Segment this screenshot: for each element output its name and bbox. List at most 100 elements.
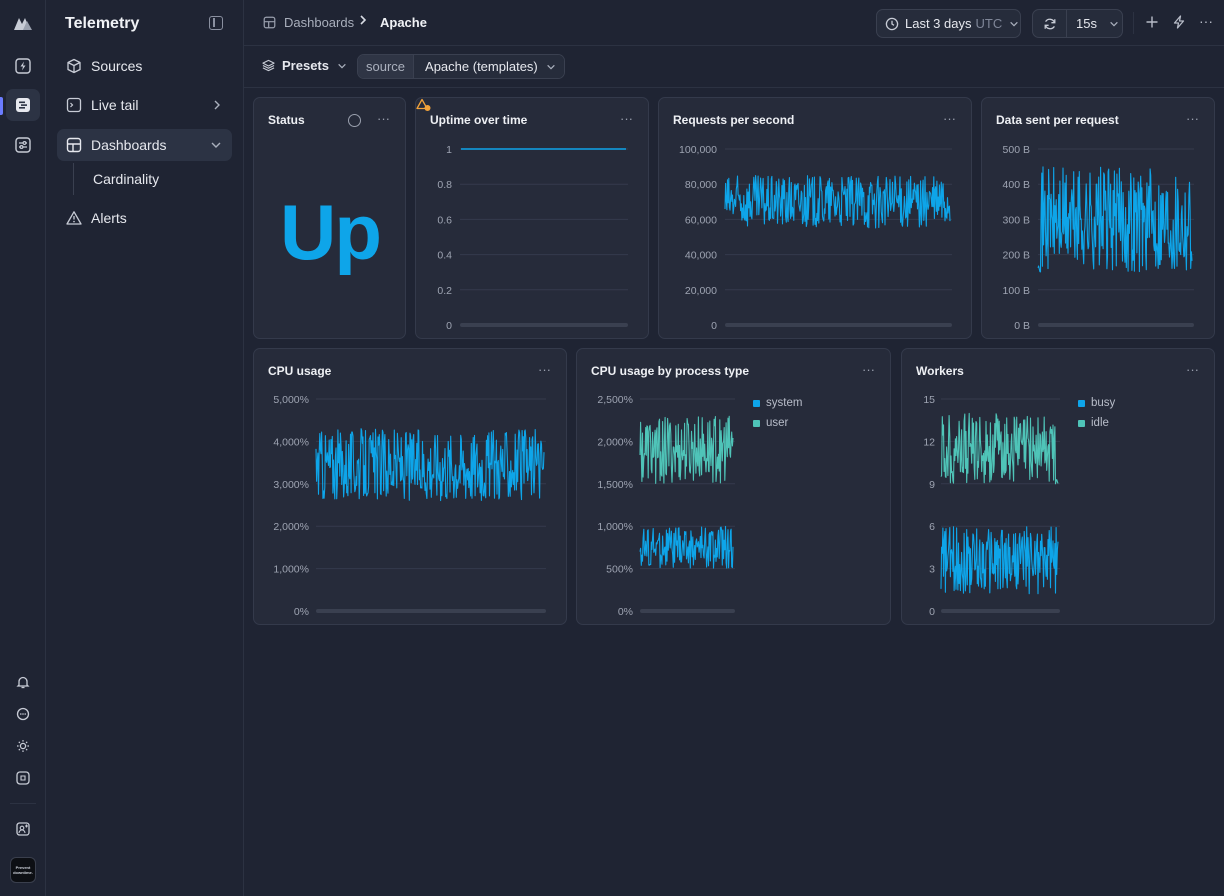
logo-icon[interactable]	[6, 7, 40, 39]
y-tick-label: 6	[929, 521, 935, 533]
y-tick-label: 4,000%	[273, 436, 309, 448]
y-tick-label: 0	[446, 320, 452, 332]
legend-label: user	[766, 417, 789, 429]
y-tick-label: 0.4	[437, 250, 452, 262]
chat-icon[interactable]	[6, 698, 40, 730]
time-range-button[interactable]: Last 3 days UTC	[876, 9, 1021, 38]
warning-icon[interactable]	[416, 98, 432, 112]
cpu-by-type-chart: 2,500% 2,000% 1,500% 1,000% 500% 0%	[597, 394, 735, 618]
terminal-icon	[66, 97, 82, 113]
card-title: Data sent per request	[996, 113, 1119, 127]
add-user-icon[interactable]	[6, 813, 40, 845]
sidebar-item-label: Live tail	[91, 97, 139, 113]
y-tick-label: 3	[929, 564, 935, 576]
plus-icon[interactable]	[1145, 15, 1159, 32]
layers-icon	[262, 59, 275, 72]
y-tick-label: 100 B	[1003, 285, 1030, 297]
source-value-text: Apache (templates)	[425, 59, 538, 74]
dashboard-icon	[263, 16, 276, 32]
y-tick-label: 2,500%	[597, 394, 633, 406]
command-icon[interactable]	[6, 762, 40, 794]
more-icon[interactable]: ···	[1199, 13, 1213, 29]
chevron-down-icon	[210, 138, 222, 154]
sidebar-item-dashboards[interactable]: Dashboards	[57, 129, 232, 161]
legend-item[interactable]: idle	[1078, 413, 1115, 433]
x-axis-track	[460, 323, 628, 327]
avatar[interactable]: Prevent downtime.	[10, 857, 36, 883]
y-tick-label: 500 B	[1003, 144, 1030, 156]
chevron-down-icon	[546, 62, 556, 72]
telemetry-icon[interactable]	[6, 89, 40, 121]
sliders-icon[interactable]	[6, 129, 40, 161]
y-tick-label: 9	[929, 479, 935, 491]
x-axis-track	[640, 609, 735, 613]
source-select[interactable]: source Apache (templates)	[357, 54, 565, 79]
y-tick-label: 300 B	[1003, 214, 1030, 226]
y-tick-label: 15	[923, 394, 935, 406]
y-tick-label: 60,000	[685, 214, 717, 226]
more-icon[interactable]: ···	[377, 111, 390, 126]
breadcrumb-current: Apache	[380, 15, 427, 30]
legend-swatch	[1078, 419, 1085, 427]
icon-rail: Prevent downtime.	[0, 0, 46, 896]
avatar-text: Prevent downtime.	[13, 865, 33, 875]
legend-swatch	[753, 399, 760, 407]
x-axis-track	[941, 609, 1060, 613]
y-tick-label: 200 B	[1003, 250, 1030, 262]
more-icon[interactable]: ···	[943, 111, 956, 126]
sidebar-subitem-cardinality[interactable]: Cardinality	[93, 171, 160, 187]
sidebar-item-label: Dashboards	[91, 137, 167, 153]
presets-label: Presets	[282, 58, 329, 73]
workers-chart: 15 12 9 6 3 0	[923, 394, 1060, 618]
more-icon[interactable]: ···	[1186, 362, 1199, 377]
data-sent-chart: 500 B 400 B 300 B 200 B 100 B 0 B	[1003, 144, 1194, 332]
header-divider	[1133, 12, 1134, 34]
requests-chart: 100,000 80,000 60,000 40,000 20,000 0	[679, 144, 952, 332]
bolt-icon[interactable]	[1172, 15, 1186, 32]
chevron-down-icon	[1109, 19, 1119, 29]
sidebar-item-label: Sources	[91, 58, 143, 74]
sidebar-item-sources[interactable]: Sources	[57, 50, 232, 82]
y-tick-label: 1,000%	[597, 521, 633, 533]
legend-item[interactable]: user	[753, 413, 802, 433]
legend-item[interactable]: busy	[1078, 393, 1115, 413]
y-tick-label: 0%	[618, 606, 633, 618]
header: Dashboards Apache Last 3 days UTC 15s	[244, 0, 1224, 46]
legend-swatch	[1078, 399, 1085, 407]
status-card: Status ··· Up	[253, 97, 406, 339]
refresh-button[interactable]	[1033, 10, 1067, 37]
refresh-interval-select[interactable]: 15s	[1067, 10, 1122, 37]
y-tick-label: 20,000	[685, 285, 717, 297]
y-tick-label: 3,000%	[273, 479, 309, 491]
workers-card: Workers ··· 15 12 9 6 3 0 busy idle	[901, 348, 1215, 625]
bell-icon[interactable]	[6, 666, 40, 698]
more-icon[interactable]: ···	[538, 362, 551, 377]
refresh-control: 15s	[1032, 9, 1123, 38]
dashboard-icon	[66, 137, 82, 153]
uptime-card: Uptime over time ··· 1 0.8 0.6 0.4 0.2 0	[415, 97, 649, 339]
app-title: Telemetry	[65, 15, 140, 32]
card-title: Uptime over time	[430, 113, 528, 127]
y-tick-label: 1,500%	[597, 479, 633, 491]
sidebar-item-live-tail[interactable]: Live tail	[57, 89, 232, 121]
cube-icon	[66, 58, 82, 74]
sidebar-item-alerts[interactable]: Alerts	[57, 202, 232, 234]
series-line-cpu	[315, 428, 545, 502]
more-icon[interactable]: ···	[620, 111, 633, 126]
time-range-label: Last 3 days	[905, 16, 972, 31]
legend-label: system	[766, 397, 803, 409]
collapse-sidebar-icon[interactable]	[209, 16, 223, 30]
sun-icon[interactable]	[6, 730, 40, 762]
series-line-rps	[724, 174, 951, 229]
card-title: Workers	[916, 364, 964, 378]
status-value: Up	[280, 188, 382, 276]
presets-button[interactable]: Presets	[262, 58, 347, 73]
chart-legend: busy idle	[1078, 393, 1115, 433]
refresh-interval-value: 15s	[1076, 16, 1097, 31]
breadcrumb-dashboards[interactable]: Dashboards	[284, 15, 355, 30]
y-tick-label: 2,000%	[597, 436, 633, 448]
bolt-icon[interactable]	[6, 50, 40, 82]
legend-item[interactable]: system	[753, 393, 802, 413]
more-icon[interactable]: ···	[862, 362, 875, 377]
more-icon[interactable]: ···	[1186, 111, 1199, 126]
